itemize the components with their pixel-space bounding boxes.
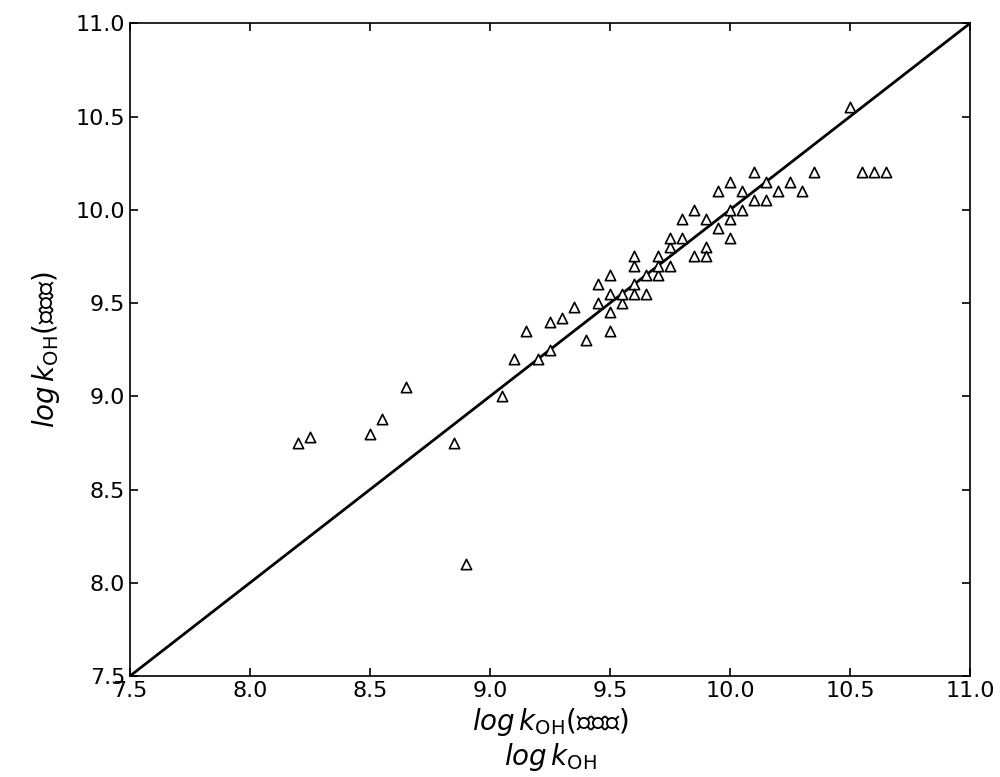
Point — [602, 325, 618, 337]
Point — [494, 390, 510, 402]
Point — [626, 250, 642, 263]
Point — [614, 297, 630, 309]
Point — [842, 101, 858, 113]
Point — [458, 558, 474, 570]
Point — [602, 306, 618, 319]
Text: $\mathit{log\,k}_{\rm OH}$: $\mathit{log\,k}_{\rm OH}$ — [504, 741, 596, 773]
Point — [374, 413, 390, 425]
Point — [542, 343, 558, 356]
Point — [662, 241, 678, 253]
Point — [590, 297, 606, 309]
Point — [578, 334, 594, 347]
Point — [710, 185, 726, 197]
Point — [566, 301, 582, 313]
Point — [758, 176, 774, 188]
Point — [698, 250, 714, 263]
Point — [878, 166, 894, 179]
Point — [758, 194, 774, 207]
Point — [626, 278, 642, 291]
Point — [674, 213, 690, 225]
Point — [734, 185, 750, 197]
Point — [770, 185, 786, 197]
Point — [554, 312, 570, 324]
Point — [806, 166, 822, 179]
X-axis label: $\mathit{log}\,\mathit{k}_{\rm OH}$(实验值): $\mathit{log}\,\mathit{k}_{\rm OH}$(实验值) — [472, 706, 628, 738]
Y-axis label: $\mathit{log}\,\mathit{k}_{\rm OH}$(预测值): $\mathit{log}\,\mathit{k}_{\rm OH}$(预测值) — [30, 271, 62, 428]
Point — [722, 204, 738, 216]
Point — [626, 287, 642, 300]
Point — [662, 260, 678, 272]
Point — [650, 250, 666, 263]
Point — [530, 353, 546, 365]
Point — [710, 222, 726, 235]
Point — [854, 166, 870, 179]
Point — [638, 269, 654, 281]
Point — [302, 431, 318, 444]
Point — [746, 166, 762, 179]
Point — [782, 176, 798, 188]
Point — [866, 166, 882, 179]
Point — [602, 269, 618, 281]
Point — [794, 185, 810, 197]
Point — [686, 204, 702, 216]
Point — [362, 427, 378, 440]
Point — [542, 315, 558, 328]
Point — [650, 269, 666, 281]
Point — [590, 278, 606, 291]
Point — [614, 287, 630, 300]
Point — [686, 250, 702, 263]
Point — [722, 232, 738, 244]
Point — [446, 437, 462, 449]
Point — [398, 381, 414, 393]
Point — [734, 204, 750, 216]
Point — [626, 260, 642, 272]
Point — [650, 260, 666, 272]
Point — [722, 176, 738, 188]
Point — [506, 353, 522, 365]
Point — [698, 213, 714, 225]
Point — [698, 241, 714, 253]
Point — [674, 232, 690, 244]
Point — [746, 194, 762, 207]
Point — [518, 325, 534, 337]
Point — [662, 232, 678, 244]
Point — [638, 287, 654, 300]
Point — [290, 437, 306, 449]
Point — [602, 287, 618, 300]
Point — [722, 213, 738, 225]
